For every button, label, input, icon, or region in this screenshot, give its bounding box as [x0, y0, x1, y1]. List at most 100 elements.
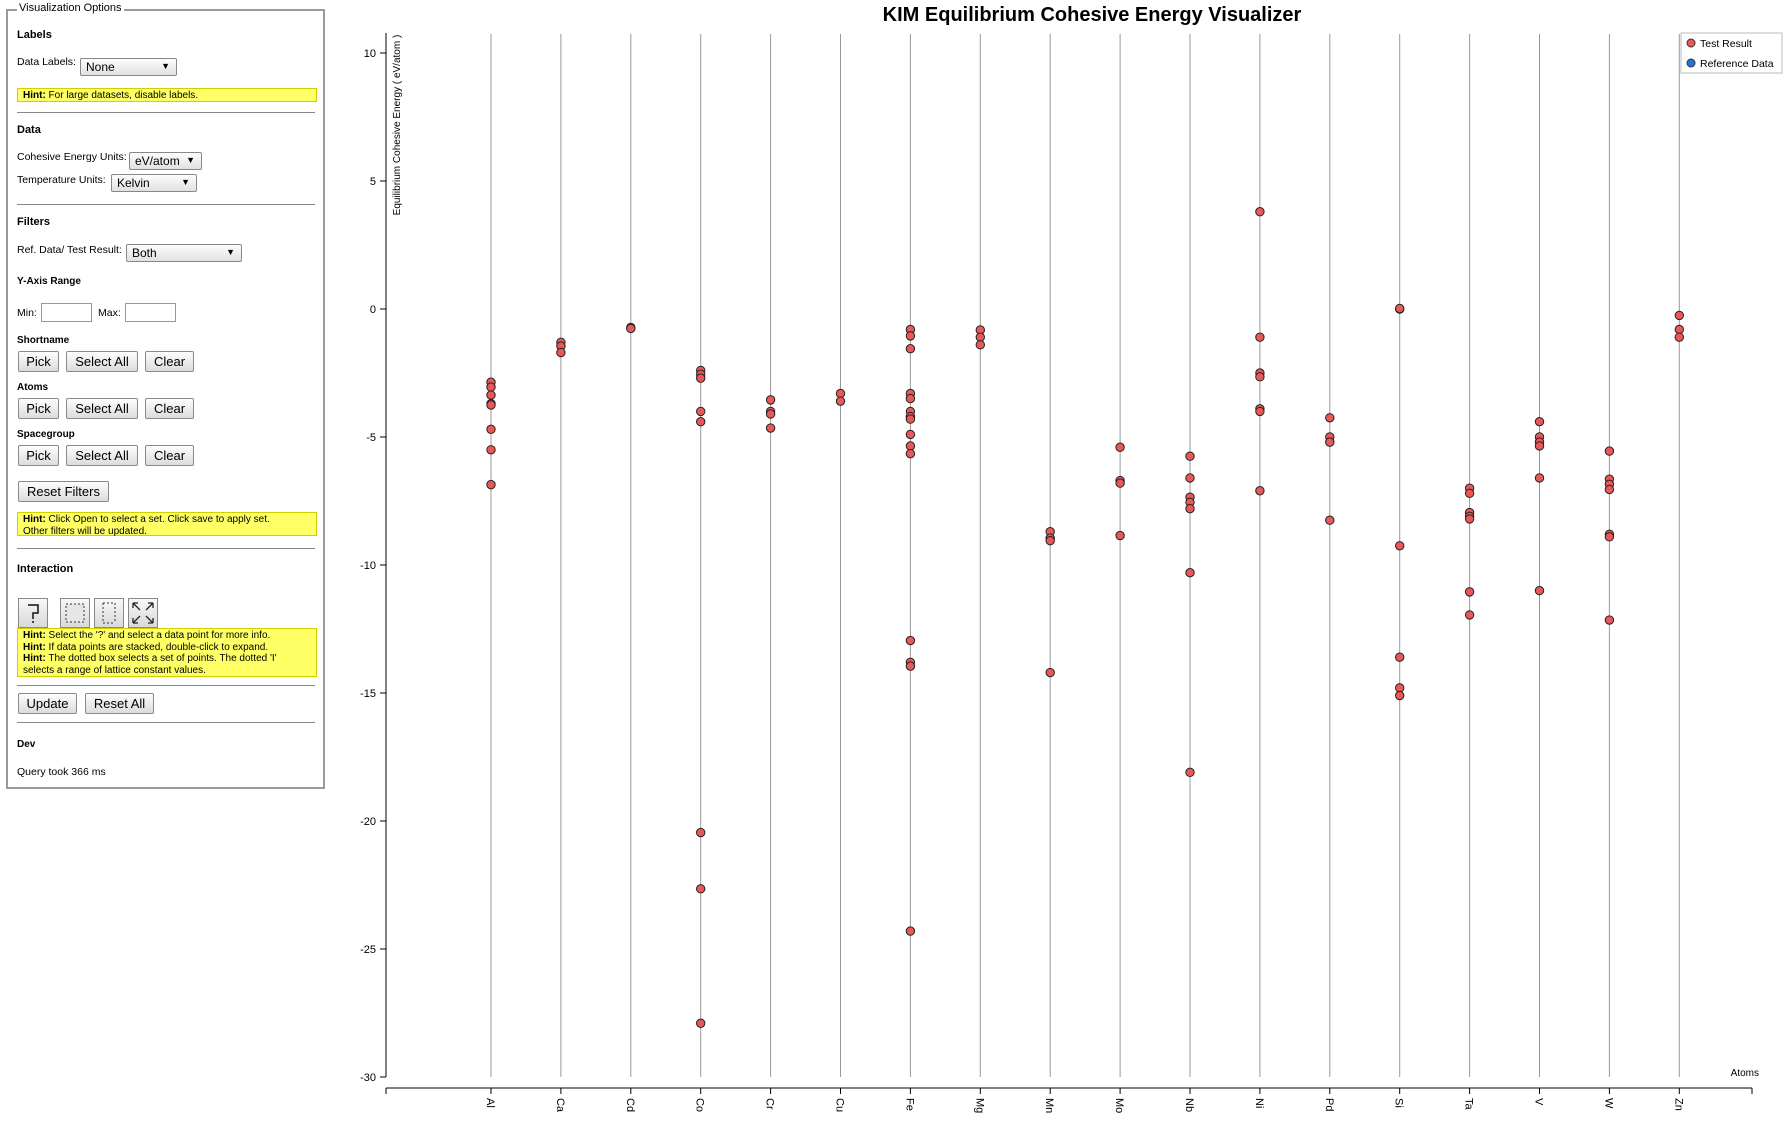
- energy-units-select[interactable]: eV/atom ▼: [129, 152, 202, 170]
- box-select-icon[interactable]: [60, 598, 90, 628]
- data-point-Ni[interactable]: [1255, 372, 1265, 382]
- data-point-Fe[interactable]: [905, 343, 916, 354]
- shortname-clear-button[interactable]: Clear: [145, 351, 194, 372]
- data-points[interactable]: [486, 207, 1685, 1028]
- data-point-Ca[interactable]: [556, 347, 566, 358]
- data-point-Cd[interactable]: [626, 323, 636, 334]
- data-point-V[interactable]: [1534, 441, 1545, 451]
- data-point-Ta[interactable]: [1464, 514, 1475, 524]
- data-point-Al[interactable]: [486, 479, 496, 490]
- data-point-Ta[interactable]: [1464, 610, 1475, 620]
- data-point-Co[interactable]: [696, 827, 706, 838]
- data-point-Ta[interactable]: [1464, 488, 1475, 499]
- data-point-Al[interactable]: [486, 445, 496, 455]
- data-point-V[interactable]: [1534, 473, 1545, 483]
- data-point-Nb[interactable]: [1185, 451, 1195, 461]
- temperature-units-select[interactable]: Kelvin ▼: [111, 174, 197, 192]
- data-point-Cu[interactable]: [835, 388, 846, 399]
- data-point-Cr[interactable]: [765, 409, 776, 419]
- legend-marker: [1686, 38, 1696, 48]
- x-tick-label: Cr: [764, 1098, 776, 1110]
- data-point-Fe[interactable]: [905, 926, 916, 936]
- data-labels-select[interactable]: None ▼: [80, 58, 177, 76]
- data-point-W[interactable]: [1604, 532, 1615, 542]
- data-point-Co[interactable]: [696, 884, 706, 894]
- data-point-Mo[interactable]: [1115, 478, 1125, 488]
- range-select-icon[interactable]: [94, 598, 124, 628]
- data-point-Ni[interactable]: [1255, 406, 1265, 417]
- data-point-Mo[interactable]: [1115, 530, 1125, 541]
- data-point-Si[interactable]: [1395, 652, 1405, 662]
- data-point-Si[interactable]: [1395, 683, 1405, 693]
- reset-all-button[interactable]: Reset All: [85, 693, 154, 714]
- data-point-Si[interactable]: [1395, 541, 1405, 551]
- data-point-Co[interactable]: [696, 416, 706, 427]
- spacegroup-pick-button[interactable]: Pick: [18, 445, 59, 466]
- data-point-Si[interactable]: [1395, 690, 1405, 701]
- data-point-Cr[interactable]: [765, 423, 776, 433]
- hint-bold: Hint:: [23, 90, 46, 101]
- data-point-Nb[interactable]: [1185, 473, 1195, 483]
- data-point-Fe[interactable]: [905, 414, 916, 424]
- min-label: Min:: [17, 307, 37, 319]
- shortname-pick-button[interactable]: Pick: [18, 351, 59, 372]
- data-point-V[interactable]: [1534, 416, 1545, 427]
- atoms-pick-button[interactable]: Pick: [18, 398, 59, 419]
- atoms-clear-button[interactable]: Clear: [145, 398, 194, 419]
- data-point-W[interactable]: [1604, 446, 1615, 456]
- data-point-Co[interactable]: [696, 406, 706, 417]
- data-point-Si[interactable]: [1395, 303, 1405, 314]
- data-point-Ni[interactable]: [1255, 207, 1265, 217]
- update-button[interactable]: Update: [18, 693, 77, 714]
- spacegroup-clear-button[interactable]: Clear: [145, 445, 194, 466]
- data-point-Co[interactable]: [696, 373, 706, 383]
- data-point-Mo[interactable]: [1115, 442, 1125, 452]
- data-point-Co[interactable]: [696, 1018, 706, 1028]
- ref-data-select[interactable]: Both ▼: [126, 244, 242, 262]
- y-min-input[interactable]: [41, 303, 92, 322]
- reset-filters-button[interactable]: Reset Filters: [18, 481, 109, 502]
- data-point-Fe[interactable]: [905, 635, 916, 646]
- data-point-V[interactable]: [1534, 585, 1545, 596]
- data-point-Pd[interactable]: [1325, 515, 1335, 525]
- data-point-Al[interactable]: [486, 382, 496, 392]
- shortname-select-all-button[interactable]: Select All: [66, 351, 138, 372]
- data-point-Cr[interactable]: [765, 395, 776, 405]
- data-point-Al[interactable]: [486, 390, 496, 400]
- data-point-Cu[interactable]: [835, 396, 846, 406]
- category-gridlines: [490, 34, 1680, 1077]
- temperature-units-value: Kelvin: [117, 176, 150, 190]
- data-point-Pd[interactable]: [1325, 437, 1335, 447]
- question-tool-icon[interactable]: [18, 598, 48, 628]
- data-point-W[interactable]: [1604, 484, 1615, 495]
- data-point-Al[interactable]: [486, 400, 496, 410]
- data-point-Ni[interactable]: [1255, 486, 1265, 496]
- spacegroup-select-all-button[interactable]: Select All: [66, 445, 138, 466]
- data-point-Mg[interactable]: [975, 340, 985, 350]
- data-point-W[interactable]: [1604, 615, 1615, 625]
- data-point-Zn[interactable]: [1674, 332, 1685, 342]
- data-point-Nb[interactable]: [1185, 503, 1195, 514]
- data-point-Zn[interactable]: [1674, 324, 1685, 335]
- y-max-input[interactable]: [125, 303, 176, 322]
- data-point-Nb[interactable]: [1185, 767, 1195, 778]
- data-point-Fe[interactable]: [905, 441, 916, 451]
- data-point-Mn[interactable]: [1045, 667, 1055, 678]
- data-point-Zn[interactable]: [1674, 310, 1685, 321]
- hint-text: Other filters will be updated.: [23, 525, 147, 537]
- data-point-Pd[interactable]: [1325, 413, 1335, 423]
- data-point-Ta[interactable]: [1464, 587, 1475, 597]
- atoms-select-all-button[interactable]: Select All: [66, 398, 138, 419]
- data-point-Fe[interactable]: [905, 331, 916, 341]
- data-point-Fe[interactable]: [905, 429, 916, 440]
- data-point-Fe[interactable]: [905, 393, 916, 404]
- data-point-Nb[interactable]: [1185, 567, 1195, 578]
- data-point-Fe[interactable]: [905, 661, 916, 671]
- data-point-Ni[interactable]: [1255, 332, 1265, 342]
- expand-icon[interactable]: [128, 598, 158, 628]
- data-point-Al[interactable]: [486, 424, 496, 435]
- data-point-Fe[interactable]: [905, 448, 916, 459]
- data-point-Mg[interactable]: [975, 332, 985, 342]
- data-point-Mn[interactable]: [1045, 535, 1055, 546]
